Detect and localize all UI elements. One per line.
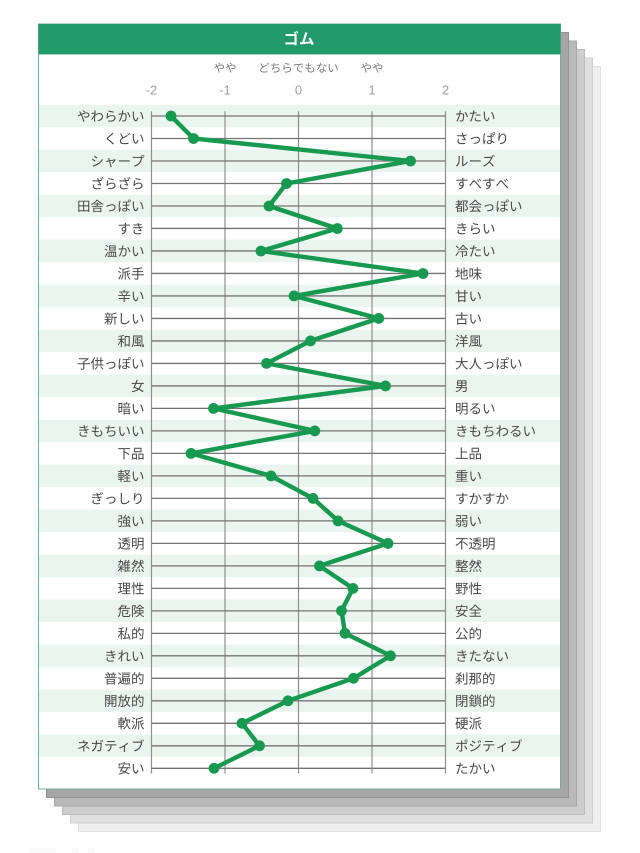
svg-text:-2: -2 xyxy=(146,82,158,97)
svg-text:-1: -1 xyxy=(219,82,231,97)
svg-text:0: 0 xyxy=(295,82,302,97)
svg-text:2: 2 xyxy=(442,82,449,97)
svg-text:1: 1 xyxy=(368,82,375,97)
